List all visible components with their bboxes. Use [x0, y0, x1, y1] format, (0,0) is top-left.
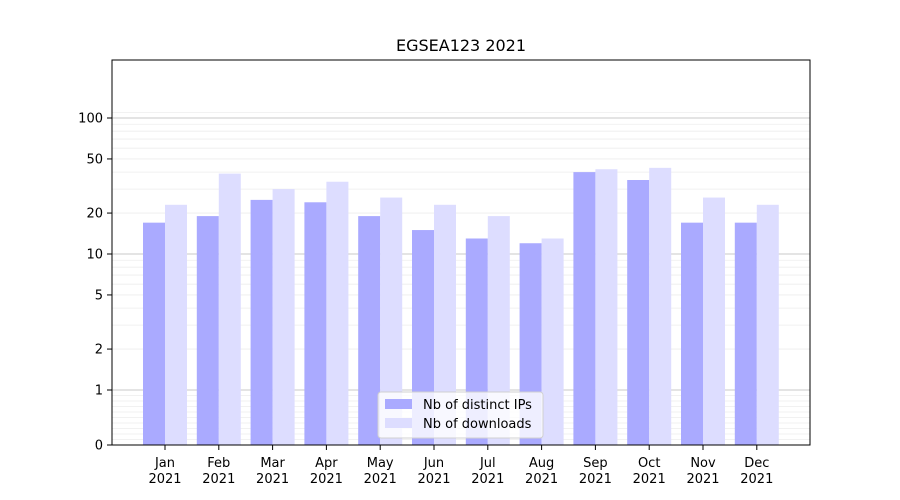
bar: [358, 216, 381, 445]
bar: [627, 180, 650, 445]
x-tick-label: Dec 2021: [740, 456, 773, 487]
x-tick-label: Nov 2021: [686, 456, 719, 487]
x-axis: Jan 2021 Feb 2021 Mar 2021 Apr 2021 May 2021 Jun 20…: [148, 445, 773, 487]
y-tick-label: 1: [95, 384, 103, 399]
x-tick-label: Jun 2021: [417, 456, 450, 487]
bar: [304, 202, 327, 445]
y-tick-label: 5: [95, 288, 103, 303]
legend-swatch: [385, 399, 412, 409]
x-tick-label: Jan 2021: [148, 456, 181, 487]
y-tick-label: 20: [86, 207, 103, 222]
x-tick-label: Jul 2021: [471, 456, 504, 487]
bar: [165, 204, 187, 445]
bar: [196, 216, 219, 445]
x-tick-label: May 2021: [364, 456, 397, 487]
y-tick-label: 0: [95, 439, 103, 454]
bar: [541, 238, 564, 445]
bar: [734, 222, 757, 445]
plot-frame: [111, 59, 811, 446]
y-tick-label: 50: [86, 152, 103, 167]
legend-label: Nb of distinct IPs: [423, 398, 532, 413]
bar: [412, 230, 434, 445]
bar: [272, 189, 295, 445]
bar: [756, 204, 779, 445]
y-tick-label: 100: [78, 112, 103, 127]
y-tick-label: 2: [95, 343, 103, 358]
bar: [380, 197, 403, 445]
legend-swatch: [385, 418, 412, 428]
legend: Nb of distinct IPs Nb of downloads: [377, 391, 544, 439]
bar: [250, 199, 273, 445]
y-tick-label: 10: [86, 248, 103, 263]
bar: [649, 167, 672, 445]
x-tick-label: Mar 2021: [256, 456, 289, 487]
legend-label: Nb of downloads: [423, 417, 532, 432]
bar: [703, 197, 725, 445]
bar: [595, 169, 618, 445]
x-tick-label: Feb 2021: [202, 456, 235, 487]
bar: [434, 204, 456, 445]
bar: [681, 222, 703, 445]
chart-title: EGSEA123 2021: [396, 36, 526, 55]
bar: [218, 173, 241, 445]
y-axis: 0 1 2 5 10 20 50 100: [78, 112, 112, 454]
bar: [573, 172, 596, 445]
x-tick-label: Apr 2021: [310, 456, 343, 487]
x-tick-label: Sep 2021: [579, 456, 612, 487]
legend-box: [377, 391, 544, 439]
x-tick-label: Aug 2021: [525, 456, 558, 487]
bar: [326, 181, 349, 445]
bar: [143, 222, 165, 445]
x-tick-label: Oct 2021: [633, 456, 666, 487]
bar: [487, 216, 510, 445]
